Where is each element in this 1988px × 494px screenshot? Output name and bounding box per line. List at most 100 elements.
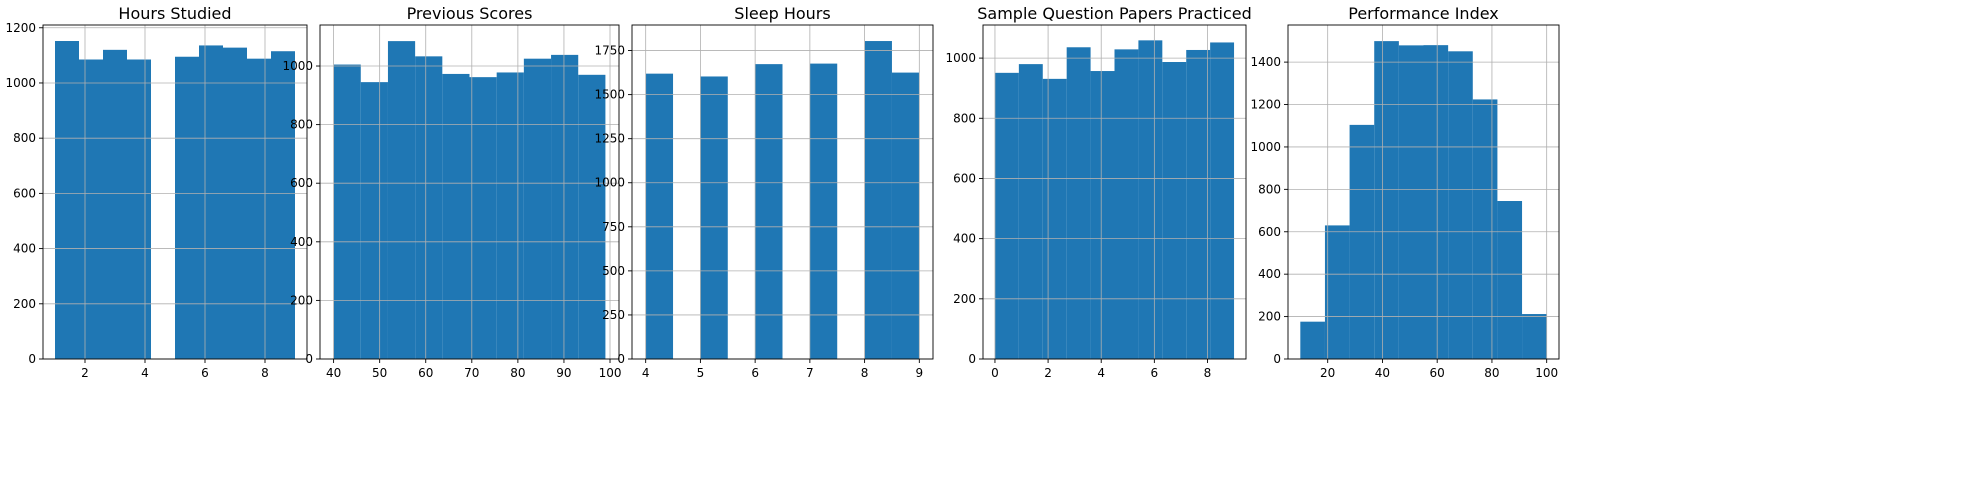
x-tick-label: 90 xyxy=(556,366,571,380)
x-tick-label: 6 xyxy=(1151,366,1159,380)
histogram-bar xyxy=(1398,45,1424,360)
histogram-bar xyxy=(1497,201,1523,359)
y-tick-label: 1000 xyxy=(282,59,313,73)
x-tick-label: 0 xyxy=(991,366,999,380)
histogram-bar xyxy=(1018,64,1043,360)
y-tick-label: 600 xyxy=(953,171,976,185)
x-tick-label: 2 xyxy=(1044,366,1052,380)
histogram-bar xyxy=(175,56,199,360)
chart-title: Previous Scores xyxy=(407,4,533,23)
histogram-bar xyxy=(755,64,783,359)
x-tick-label: 4 xyxy=(1097,366,1105,380)
y-tick-label: 200 xyxy=(1258,310,1281,324)
histogram-bar xyxy=(127,59,151,359)
y-tick-label: 500 xyxy=(602,264,625,278)
chart-panel-4: 0 2 4 6 8 0 200 400 600 800 1000 Sample Question Pa… xyxy=(945,4,1251,380)
x-tick-label: 8 xyxy=(1204,366,1212,380)
y-tick-label: 600 xyxy=(1258,225,1281,239)
y-tick-label: 1000 xyxy=(5,76,36,90)
axes-frame xyxy=(42,24,308,360)
histogram-bar xyxy=(199,45,223,360)
x-tick-label: 8 xyxy=(861,366,869,380)
y-tick-label: 0 xyxy=(968,352,976,366)
axes-frame xyxy=(319,24,620,360)
histogram-bar xyxy=(271,51,295,359)
axes-frame xyxy=(1287,24,1560,360)
histogram-bar xyxy=(1210,42,1235,359)
histogram-bar xyxy=(1472,99,1498,360)
y-tick-label: 600 xyxy=(13,186,36,200)
histogram-bar xyxy=(1186,49,1211,359)
histogram-bar xyxy=(360,82,388,359)
y-tick-label: 1200 xyxy=(1250,98,1281,112)
x-tick-label: 5 xyxy=(697,366,705,380)
x-tick-label: 6 xyxy=(751,366,759,380)
y-tick-label: 400 xyxy=(290,235,313,249)
histogram-bar xyxy=(223,47,247,359)
chart-title: Performance Index xyxy=(1348,4,1499,23)
y-tick-label: 250 xyxy=(602,308,625,322)
histogram-bar xyxy=(645,73,674,360)
x-tick-label: 100 xyxy=(1535,366,1558,380)
y-tick-label: 1250 xyxy=(594,132,625,146)
y-tick-label: 800 xyxy=(13,131,36,145)
chart-title: Hours Studied xyxy=(118,4,231,23)
y-tick-label: 400 xyxy=(1258,267,1281,281)
y-tick-label: 1500 xyxy=(594,88,625,102)
histogram-bar xyxy=(1522,314,1547,359)
x-tick-label: 80 xyxy=(510,366,525,380)
y-tick-label: 0 xyxy=(305,352,313,366)
y-tick-label: 0 xyxy=(28,352,36,366)
histogram-bar xyxy=(809,63,838,359)
histogram-bar xyxy=(994,72,1019,359)
x-tick-label: 70 xyxy=(464,366,479,380)
chart-panel-3: 4 5 6 7 8 9 0 250 500 750 1000 1250 1500 1750 Sleep Ho… xyxy=(594,4,934,380)
histogram-bar xyxy=(1066,47,1091,360)
y-tick-label: 400 xyxy=(13,242,36,256)
x-tick-label: 20 xyxy=(1320,366,1335,380)
axes-frame xyxy=(631,24,934,360)
histogram-bar xyxy=(1423,45,1449,360)
histogram-bar xyxy=(1448,51,1473,360)
chart-title: Sleep Hours xyxy=(734,4,830,23)
chart-panel-5: 20 40 60 80 1000200400600800100012001400Perf… xyxy=(1250,4,1560,380)
x-tick-label: 40 xyxy=(1375,366,1390,380)
x-tick-label: 60 xyxy=(1430,366,1445,380)
histogram-bar xyxy=(700,76,728,359)
histogram-bar xyxy=(1374,41,1399,360)
x-tick-label: 50 xyxy=(372,366,387,380)
chart-title: Sample Question Papers Practiced xyxy=(977,4,1252,23)
y-tick-label: 1400 xyxy=(1250,55,1281,69)
histogram-bar xyxy=(551,54,579,359)
y-tick-label: 400 xyxy=(953,232,976,246)
y-tick-label: 800 xyxy=(953,111,976,125)
histogram-bar xyxy=(1300,321,1325,359)
y-tick-label: 0 xyxy=(617,352,625,366)
histogram-bar xyxy=(1349,124,1375,359)
x-tick-label: 80 xyxy=(1484,366,1499,380)
x-tick-label: 9 xyxy=(915,366,923,380)
y-tick-label: 600 xyxy=(290,176,313,190)
chart-panel-1: 2 4 6 8 0 200 400 600 800 1000 1200 Hours Studied xyxy=(5,4,308,380)
y-tick-label: 200 xyxy=(13,297,36,311)
histogram-bar xyxy=(496,72,524,360)
histogram-bar xyxy=(1324,225,1350,359)
x-tick-label: 60 xyxy=(418,366,433,380)
x-tick-label: 4 xyxy=(642,366,650,380)
histogram-bar xyxy=(1042,78,1067,360)
histogram-bar xyxy=(55,41,79,359)
histogram-bar xyxy=(1114,49,1139,360)
y-tick-label: 1000 xyxy=(945,51,976,65)
x-tick-label: 8 xyxy=(261,366,269,380)
histogram-bar xyxy=(1138,40,1163,359)
histogram-bar xyxy=(247,58,271,360)
y-tick-label: 1200 xyxy=(5,21,36,35)
y-tick-label: 800 xyxy=(290,118,313,132)
y-tick-label: 1000 xyxy=(594,176,625,190)
x-tick-label: 6 xyxy=(201,366,209,380)
y-tick-label: 1750 xyxy=(594,44,625,58)
chart-panel-2: 40 50 60 70 80 90 10002004006008001000Previous… xyxy=(282,4,621,380)
histogram-bar xyxy=(387,41,416,360)
